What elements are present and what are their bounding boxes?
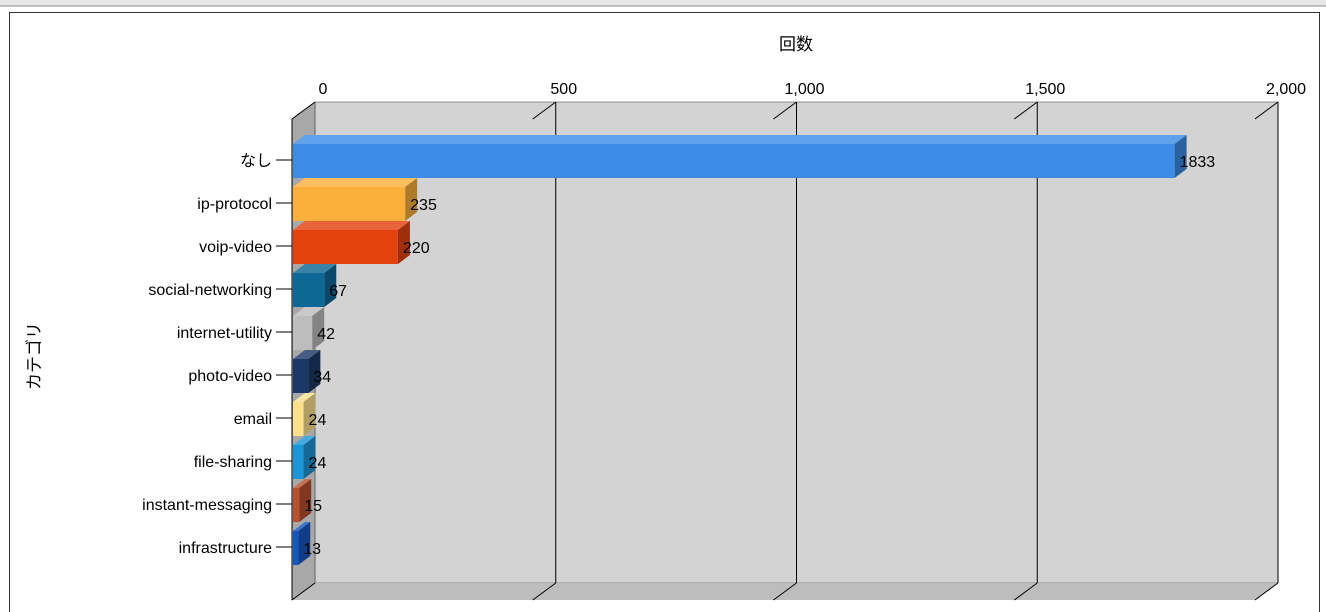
bar-voip-video [293, 221, 410, 264]
bar-top [293, 135, 1187, 144]
data-label: 220 [403, 240, 430, 257]
bar-instant-messaging [293, 479, 312, 522]
top-tick [773, 101, 797, 120]
data-label: 1833 [1180, 154, 1216, 171]
bar-front [293, 316, 313, 350]
bar-social-networking [293, 264, 337, 307]
data-label: 24 [309, 412, 327, 429]
y-tick-label: ip-protocol [197, 196, 272, 213]
y-tick-label: email [234, 411, 272, 428]
bar-front [293, 359, 309, 393]
bottom-tick [1254, 582, 1279, 601]
bar-side [397, 221, 410, 264]
grid-lines [276, 101, 1279, 601]
y-tick-label: instant-messaging [142, 497, 272, 514]
data-label: 13 [303, 541, 321, 558]
bottom-tick [773, 582, 797, 601]
bar-side [303, 436, 316, 479]
bar-front [293, 402, 304, 436]
bar-front [293, 488, 300, 522]
bar-top [293, 436, 316, 445]
y-tick-label: なし [240, 152, 272, 170]
bar-top [293, 479, 312, 488]
y-tick-label: voip-video [199, 239, 272, 256]
y-tick-label: infrastructure [179, 540, 272, 557]
bar-file-sharing [293, 436, 316, 479]
bar-top [293, 307, 325, 316]
top-tick [1254, 101, 1279, 120]
x-tick-label: 1,500 [1025, 81, 1065, 98]
labels: 0 500 1,000 1,500 2,000 なし 1833 ip-protocol 235 v… [142, 81, 1306, 558]
bar-top [293, 350, 321, 359]
bar-side [303, 393, 316, 436]
data-label: 15 [304, 498, 322, 515]
bars [293, 135, 1187, 565]
bar-side [299, 479, 312, 522]
top-band [0, 0, 1326, 6]
bar-photo-video [293, 350, 321, 393]
bar-top [293, 178, 418, 187]
bar-ip-protocol [293, 178, 418, 221]
bottom-tick [1013, 582, 1038, 601]
y-tick-label: file-sharing [194, 454, 272, 471]
bar-なし [293, 135, 1187, 178]
x-tick-label: 2,000 [1266, 81, 1306, 98]
bar-infrastructure [293, 522, 311, 565]
bar-front [293, 144, 1175, 178]
bar-front [293, 187, 406, 221]
data-label: 235 [410, 197, 437, 214]
bar-front [293, 273, 325, 307]
bar-front [293, 230, 398, 264]
bar-internet-utility [293, 307, 325, 350]
chart-border [9, 12, 1320, 612]
y-tick-label: internet-utility [177, 325, 272, 342]
bar-side [324, 264, 337, 307]
bar-front [293, 445, 304, 479]
y-axis-title: カテゴリ [24, 322, 44, 390]
bar-top [293, 264, 337, 273]
data-label: 24 [309, 455, 327, 472]
x-tick-label: 500 [550, 81, 577, 98]
top-tick [532, 101, 557, 120]
x-tick-label: 1,000 [784, 81, 824, 98]
bar-top [293, 393, 316, 402]
bar-top [293, 221, 410, 230]
bottom-tick [291, 582, 316, 601]
bar-side [312, 307, 325, 350]
x-tick-label: 0 [319, 81, 328, 98]
bar-side [308, 350, 321, 393]
y-tick-label: social-networking [148, 282, 272, 299]
bar-email [293, 393, 316, 436]
bar-side [1174, 135, 1187, 178]
data-label: 42 [317, 326, 335, 343]
bar-side [298, 522, 311, 565]
bar-top [293, 522, 311, 531]
top-tick [291, 101, 316, 120]
top-tick [1013, 101, 1038, 120]
bar-side [405, 178, 418, 221]
bottom-tick [532, 582, 557, 601]
x-axis-title: 回数 [779, 35, 813, 54]
data-label: 34 [313, 369, 331, 386]
bar-front [293, 531, 299, 565]
data-label: 67 [329, 283, 347, 300]
y-tick-label: photo-video [188, 368, 272, 385]
